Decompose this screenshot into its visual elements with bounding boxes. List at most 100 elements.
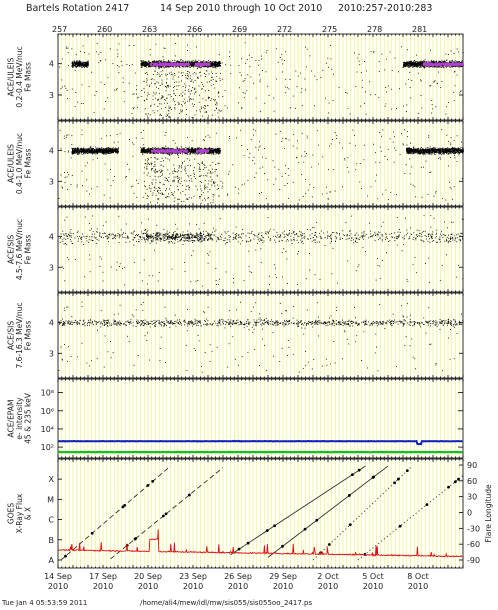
data-point	[409, 62, 411, 64]
data-point	[423, 66, 425, 68]
data-point	[415, 62, 417, 64]
data-point	[107, 97, 109, 99]
data-point	[370, 94, 372, 96]
data-point	[430, 85, 432, 87]
data-point	[189, 62, 191, 64]
data-point	[404, 63, 406, 65]
data-point	[207, 104, 209, 106]
data-point	[201, 64, 203, 66]
data-point	[65, 46, 67, 48]
data-point	[168, 62, 170, 64]
data-point	[208, 64, 210, 66]
data-point	[455, 61, 457, 63]
data-point	[118, 72, 120, 74]
data-point	[213, 63, 215, 65]
data-point	[215, 63, 217, 65]
data-point	[212, 84, 214, 85]
data-point	[414, 63, 416, 65]
data-point	[146, 79, 148, 81]
data-point	[404, 64, 406, 65]
data-point	[385, 103, 387, 105]
data-point	[217, 116, 219, 118]
data-point	[204, 66, 206, 68]
top-doy-label: 266	[187, 25, 202, 34]
data-point	[422, 60, 424, 62]
data-point	[98, 53, 100, 55]
data-point	[245, 62, 247, 64]
data-point	[208, 66, 210, 67]
data-point	[140, 63, 142, 64]
data-point	[443, 67, 445, 69]
data-point	[295, 107, 296, 109]
data-point	[206, 63, 209, 65]
data-point	[259, 79, 261, 81]
data-point	[191, 66, 193, 68]
data-point	[407, 65, 409, 67]
data-point	[170, 65, 172, 67]
data-point	[180, 104, 182, 106]
data-point	[206, 64, 209, 66]
data-point	[177, 103, 179, 105]
data-point	[60, 88, 62, 90]
data-point	[185, 108, 187, 110]
data-point	[80, 62, 81, 63]
data-point	[154, 65, 156, 67]
data-point	[415, 64, 417, 66]
data-point	[149, 65, 151, 67]
data-point	[198, 59, 200, 61]
data-point	[446, 64, 449, 66]
data-point	[168, 116, 170, 118]
data-point	[165, 75, 167, 77]
data-point	[415, 64, 417, 66]
data-point	[190, 80, 192, 82]
data-point	[201, 82, 203, 83]
data-point	[450, 63, 452, 65]
data-point	[86, 61, 88, 63]
data-point	[417, 62, 419, 64]
data-point	[179, 64, 181, 66]
panel-stack: ACE/ULEIS 0.2-0.4 MeV/nuc Fe Mass34ACE/ULE…	[7, 33, 493, 569]
data-point	[191, 62, 192, 64]
data-point	[153, 103, 155, 105]
data-point	[200, 61, 202, 63]
data-point	[149, 114, 151, 116]
data-point	[438, 66, 440, 68]
data-point	[200, 64, 203, 66]
data-point	[143, 65, 145, 67]
data-point	[185, 77, 187, 79]
data-point	[430, 62, 433, 64]
data-point	[105, 100, 106, 102]
data-point	[164, 61, 166, 63]
data-point	[82, 62, 84, 64]
data-point	[137, 97, 139, 99]
data-point	[153, 61, 155, 63]
data-point	[425, 61, 427, 63]
data-point	[212, 79, 214, 81]
data-point	[419, 61, 421, 63]
data-point	[123, 90, 125, 92]
data-point	[155, 43, 157, 45]
data-point	[165, 61, 167, 63]
data-point	[146, 73, 148, 75]
data-point	[239, 71, 241, 73]
data-point	[146, 63, 148, 65]
data-point	[207, 64, 209, 66]
data-point	[216, 64, 218, 66]
data-point	[141, 60, 143, 62]
data-point	[420, 66, 421, 68]
data-point	[141, 89, 143, 91]
data-point	[219, 65, 221, 67]
data-point	[177, 102, 179, 104]
data-point	[209, 81, 210, 83]
data-point	[433, 61, 435, 63]
data-point	[208, 89, 209, 91]
data-point	[86, 62, 88, 63]
data-point	[152, 110, 154, 112]
data-point	[414, 64, 416, 66]
data-point	[412, 64, 414, 66]
data-point	[224, 89, 226, 91]
data-point	[361, 86, 363, 88]
data-point	[277, 61, 279, 63]
data-point	[143, 61, 145, 63]
data-point	[241, 107, 243, 109]
